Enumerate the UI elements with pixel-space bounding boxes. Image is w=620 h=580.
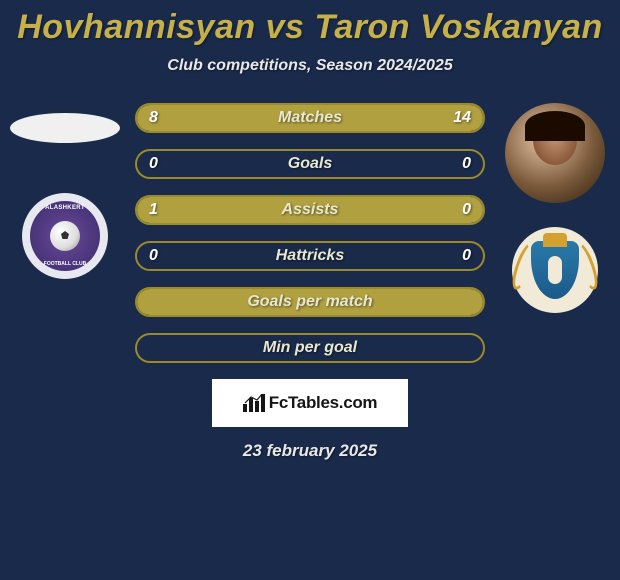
page-title: Hovhannisyan vs Taron Voskanyan [0, 0, 620, 47]
comparison-area: ALASHKERT FOOTBALL CLUB 814Matches 00Goal… [0, 103, 620, 363]
stat-row: 814Matches [135, 103, 485, 133]
stat-label: Min per goal [137, 339, 483, 357]
club-left-text-top: ALASHKERT [30, 205, 100, 211]
player-left-photo [10, 113, 120, 143]
stat-row: Min per goal [135, 333, 485, 363]
shield-icon [531, 241, 579, 299]
player-left-club-logo: ALASHKERT FOOTBALL CLUB [22, 193, 108, 279]
stat-label: Goals per match [137, 293, 483, 311]
player-right-photo [505, 103, 605, 203]
player-right-club-logo [512, 227, 598, 313]
watermark-text: FcTables.com [269, 393, 378, 413]
watermark: FcTables.com [212, 379, 408, 427]
stat-label: Goals [137, 155, 483, 173]
club-left-text-bottom: FOOTBALL CLUB [30, 261, 100, 267]
page-subtitle: Club competitions, Season 2024/2025 [0, 57, 620, 75]
player-left-column: ALASHKERT FOOTBALL CLUB [10, 103, 120, 279]
stat-row: Goals per match [135, 287, 485, 317]
stat-row: 10Assists [135, 195, 485, 225]
stat-label: Assists [137, 201, 483, 219]
comparison-date: 23 february 2025 [0, 441, 620, 461]
stat-row: 00Goals [135, 149, 485, 179]
stat-row: 00Hattricks [135, 241, 485, 271]
player-right-column [500, 103, 610, 313]
stat-label: Matches [137, 109, 483, 127]
stats-container: 814Matches 00Goals 10Assists 00Hattricks Goa… [135, 103, 485, 363]
soccer-ball-icon [50, 221, 80, 251]
chart-bars-icon [243, 394, 265, 412]
stat-label: Hattricks [137, 247, 483, 265]
